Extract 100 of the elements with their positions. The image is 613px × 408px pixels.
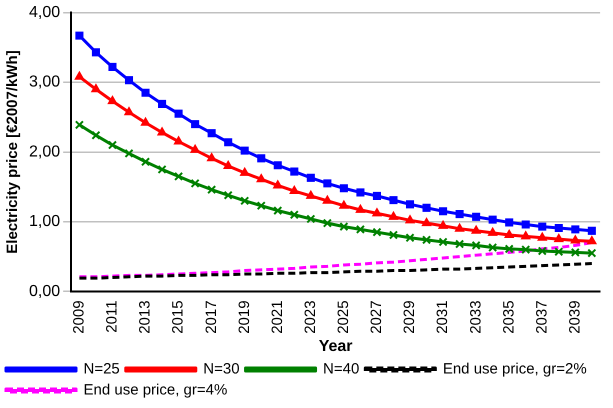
point: [372, 192, 381, 200]
point: [273, 206, 282, 216]
point: [554, 234, 564, 242]
x-tick-label: 2009: [70, 300, 88, 334]
point: [91, 130, 100, 140]
point: [538, 246, 547, 256]
x-tick-label: 2011: [104, 300, 121, 333]
point: [356, 188, 364, 196]
point: [290, 168, 298, 176]
point: [339, 200, 349, 209]
legend-label: N=30: [203, 360, 240, 378]
point: [372, 228, 382, 237]
point: [554, 247, 564, 256]
x-tick-label: 2031: [434, 300, 452, 334]
point: [522, 220, 530, 229]
point: [488, 216, 497, 224]
point: [339, 222, 348, 232]
point: [174, 110, 183, 118]
point: [108, 96, 118, 104]
x-tick-label: 2037: [533, 300, 550, 334]
point: [207, 185, 216, 194]
x-tick-label: 2015: [170, 300, 187, 334]
point: [389, 196, 398, 204]
x-axis-title: Year: [318, 338, 353, 355]
point: [521, 245, 530, 254]
x-tick-label: 2029: [401, 300, 418, 334]
x-tick-label: 2017: [202, 300, 220, 334]
point: [274, 161, 282, 170]
point: [306, 174, 315, 182]
point: [322, 195, 332, 204]
point: [74, 120, 84, 130]
point: [158, 100, 166, 108]
point: [471, 225, 481, 234]
x-tick-label: 2027: [368, 300, 386, 334]
point: [455, 239, 464, 249]
point: [537, 232, 548, 241]
point: [405, 233, 415, 242]
legend-label: End use price, gr=2%: [442, 360, 587, 378]
point: [438, 237, 448, 246]
point: [456, 210, 464, 218]
point: [340, 184, 348, 192]
point: [520, 230, 531, 240]
point: [158, 164, 167, 174]
point: [223, 160, 234, 169]
point: [422, 218, 432, 226]
point: [141, 88, 150, 97]
point: [587, 236, 597, 244]
y-tick-label: 0,00: [29, 282, 60, 300]
point: [256, 201, 266, 210]
x-tick-label: 2025: [335, 300, 352, 334]
point: [256, 174, 266, 182]
point: [140, 157, 150, 166]
x-tick-label: 2013: [136, 300, 154, 334]
point: [108, 62, 116, 72]
point: [124, 148, 134, 158]
point: [472, 212, 480, 221]
point: [488, 227, 498, 236]
point: [571, 225, 580, 234]
point: [372, 208, 382, 216]
point: [454, 223, 464, 232]
x-tick-label: 2039: [566, 300, 584, 334]
legend-label: End use price, gr=4%: [84, 382, 228, 399]
point: [272, 180, 283, 188]
point: [91, 84, 101, 92]
y-tick-label: 2,00: [29, 143, 60, 160]
point: [108, 140, 117, 150]
point: [472, 240, 481, 250]
point: [124, 106, 134, 116]
point: [554, 224, 563, 232]
point: [191, 120, 200, 128]
point: [422, 235, 432, 244]
point: [488, 242, 498, 252]
x-tick-label: 2023: [302, 300, 319, 334]
point: [157, 127, 167, 136]
point: [323, 179, 332, 188]
x-tick-label: 2021: [268, 300, 286, 334]
point: [257, 154, 266, 162]
point: [587, 248, 596, 258]
point: [388, 211, 398, 220]
x-tick-label: 2033: [467, 300, 484, 334]
point: [438, 220, 448, 229]
y-tick-label: 1,00: [29, 213, 60, 230]
point: [356, 224, 365, 234]
point: [570, 248, 580, 257]
y-axis-title: Electricity price [€2007/kWh]: [4, 50, 22, 254]
y-tick-label: 3,00: [29, 74, 60, 91]
point: [174, 172, 184, 181]
point: [422, 204, 431, 212]
point: [504, 229, 514, 238]
point: [190, 144, 200, 153]
point: [290, 210, 299, 220]
point: [174, 136, 184, 145]
point: [388, 230, 398, 240]
point: [405, 214, 415, 224]
y-tick-label: 4,00: [29, 4, 60, 22]
point: [306, 190, 316, 199]
point: [190, 178, 200, 188]
legend-label: N=25: [84, 360, 120, 378]
point: [74, 71, 84, 80]
x-tick-label: 2035: [500, 300, 518, 334]
